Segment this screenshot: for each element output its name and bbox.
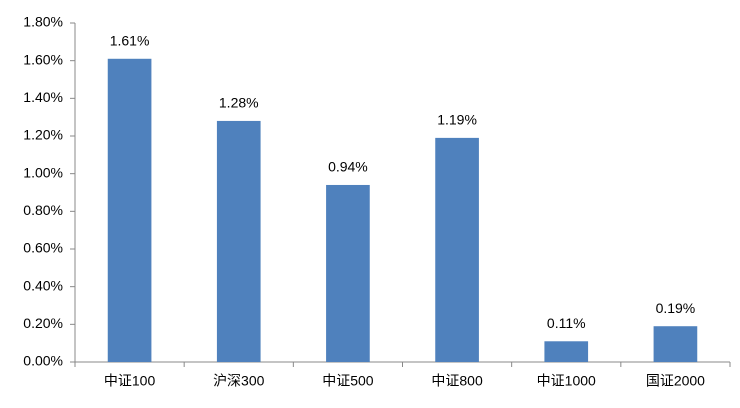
y-tick-label: 1.80% bbox=[23, 14, 63, 30]
data-label: 1.19% bbox=[437, 112, 477, 128]
data-label: 1.28% bbox=[219, 95, 259, 111]
x-tick-label: 中证100 bbox=[104, 373, 156, 389]
bar bbox=[653, 326, 698, 362]
y-tick-label: 1.60% bbox=[23, 51, 63, 67]
y-tick-label: 0.00% bbox=[23, 353, 63, 369]
y-tick-label: 1.40% bbox=[23, 89, 63, 105]
bar bbox=[107, 58, 152, 363]
y-tick-label: 1.00% bbox=[23, 164, 63, 180]
bar bbox=[326, 184, 370, 362]
data-label: 0.19% bbox=[656, 300, 696, 316]
bar bbox=[216, 120, 261, 362]
x-tick-label: 沪深300 bbox=[213, 373, 265, 389]
data-label: 0.11% bbox=[547, 315, 586, 331]
data-label: 0.94% bbox=[328, 159, 368, 175]
x-tick-label: 国证2000 bbox=[646, 373, 705, 389]
bar bbox=[544, 341, 589, 362]
y-tick-label: 1.20% bbox=[23, 127, 63, 143]
y-tick-label: 0.20% bbox=[23, 315, 63, 331]
data-label: 1.61% bbox=[110, 32, 150, 48]
bar bbox=[435, 137, 479, 362]
x-tick-label: 中证1000 bbox=[537, 373, 596, 389]
y-tick-label: 0.80% bbox=[23, 202, 63, 218]
x-tick-label: 中证800 bbox=[431, 373, 483, 389]
x-tick-label: 中证500 bbox=[322, 373, 374, 389]
y-tick-label: 0.40% bbox=[23, 277, 63, 293]
y-tick-label: 0.60% bbox=[23, 240, 63, 256]
